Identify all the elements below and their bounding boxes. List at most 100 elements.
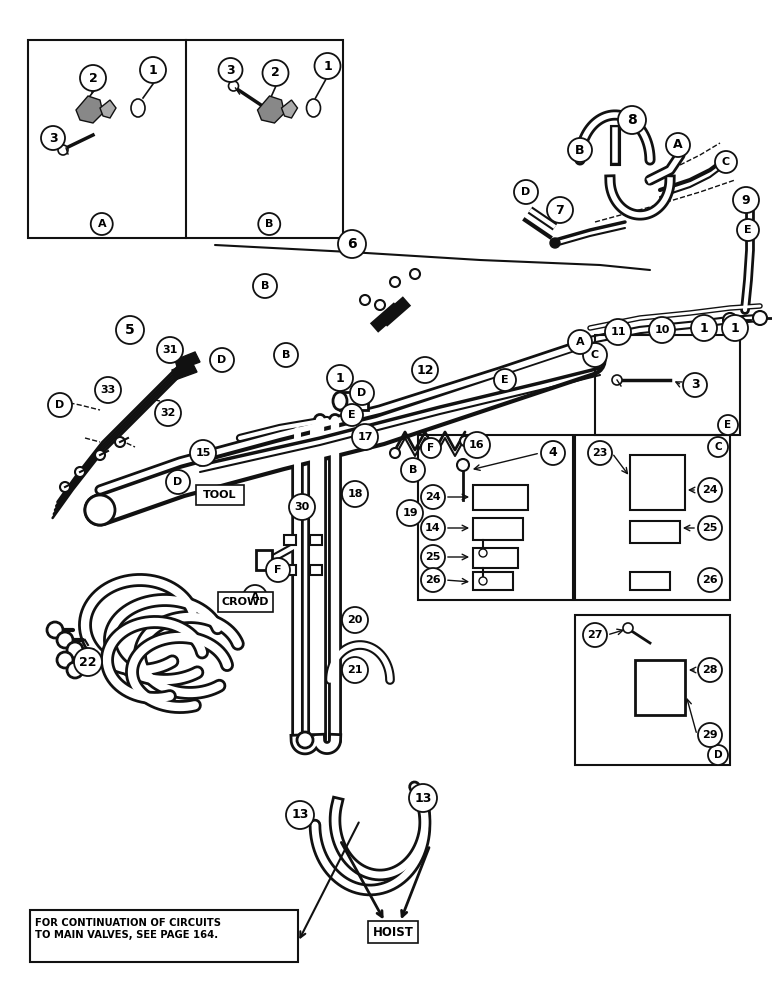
Bar <box>218 592 273 612</box>
Polygon shape <box>172 362 197 380</box>
Circle shape <box>550 238 560 248</box>
Text: 21: 21 <box>347 665 363 675</box>
Circle shape <box>612 375 622 385</box>
Circle shape <box>95 450 105 460</box>
Circle shape <box>262 60 289 86</box>
Circle shape <box>190 440 216 466</box>
Circle shape <box>460 436 470 446</box>
Text: 9: 9 <box>742 194 750 207</box>
Circle shape <box>733 187 759 213</box>
Text: 4: 4 <box>549 446 557 460</box>
Circle shape <box>605 319 631 345</box>
Text: 10: 10 <box>655 325 669 335</box>
Circle shape <box>583 623 607 647</box>
Circle shape <box>397 500 423 526</box>
Circle shape <box>464 432 490 458</box>
Text: 15: 15 <box>195 448 211 458</box>
Circle shape <box>274 343 298 367</box>
Text: A: A <box>251 592 259 602</box>
Circle shape <box>57 632 73 648</box>
Text: 3: 3 <box>226 64 235 77</box>
Text: 14: 14 <box>425 523 441 533</box>
Polygon shape <box>100 100 116 118</box>
Text: 12: 12 <box>416 363 434 376</box>
Text: 1: 1 <box>149 64 157 77</box>
Circle shape <box>649 317 675 343</box>
Text: 24: 24 <box>425 492 441 502</box>
Text: 5: 5 <box>125 323 135 337</box>
Text: 13: 13 <box>415 792 432 804</box>
Bar <box>630 572 670 590</box>
Text: CROWD: CROWD <box>222 597 269 607</box>
Text: 3: 3 <box>49 131 57 144</box>
Circle shape <box>375 300 385 310</box>
Bar <box>635 660 685 715</box>
Text: 7: 7 <box>556 204 564 217</box>
Circle shape <box>95 377 121 403</box>
Circle shape <box>618 106 646 134</box>
Circle shape <box>479 577 487 585</box>
Circle shape <box>723 313 737 327</box>
Circle shape <box>266 558 290 582</box>
Circle shape <box>75 467 85 477</box>
Bar <box>473 548 518 568</box>
Bar <box>196 485 244 505</box>
Text: D: D <box>713 750 723 760</box>
Text: C: C <box>714 442 722 452</box>
Polygon shape <box>76 96 103 123</box>
Circle shape <box>116 316 144 344</box>
Text: 26: 26 <box>425 575 441 585</box>
Circle shape <box>342 481 368 507</box>
Text: 29: 29 <box>703 730 718 740</box>
Circle shape <box>588 441 612 465</box>
Circle shape <box>67 642 83 658</box>
Polygon shape <box>258 96 285 123</box>
Text: 1: 1 <box>323 60 332 73</box>
Bar <box>473 518 523 540</box>
Text: E: E <box>744 225 752 235</box>
Text: 27: 27 <box>587 630 603 640</box>
Text: 18: 18 <box>347 489 363 499</box>
Circle shape <box>514 180 538 204</box>
Text: 1: 1 <box>730 322 740 334</box>
Text: 24: 24 <box>703 485 718 495</box>
Text: 2: 2 <box>271 66 280 80</box>
Circle shape <box>41 126 65 150</box>
Text: C: C <box>722 157 730 167</box>
Circle shape <box>327 365 353 391</box>
Text: 30: 30 <box>294 502 310 512</box>
Text: 8: 8 <box>627 113 637 127</box>
Circle shape <box>421 568 445 592</box>
Circle shape <box>708 745 728 765</box>
Circle shape <box>350 381 374 405</box>
Text: 32: 32 <box>161 408 176 418</box>
Circle shape <box>698 723 722 747</box>
Text: 6: 6 <box>347 237 357 251</box>
Circle shape <box>286 801 314 829</box>
Circle shape <box>259 213 280 235</box>
Circle shape <box>698 568 722 592</box>
Bar <box>368 921 418 943</box>
Circle shape <box>421 545 445 569</box>
Circle shape <box>421 485 445 509</box>
Bar <box>575 435 730 600</box>
Circle shape <box>421 516 445 540</box>
Circle shape <box>568 330 592 354</box>
Circle shape <box>157 337 183 363</box>
Circle shape <box>390 448 400 458</box>
Bar <box>256 550 272 570</box>
Circle shape <box>85 495 115 525</box>
Text: 33: 33 <box>100 385 116 395</box>
Circle shape <box>457 459 469 471</box>
Circle shape <box>229 81 239 91</box>
Circle shape <box>57 652 73 668</box>
Text: 28: 28 <box>703 665 718 675</box>
Circle shape <box>494 369 516 391</box>
Text: 23: 23 <box>592 448 608 458</box>
Circle shape <box>698 658 722 682</box>
Text: C: C <box>591 350 599 360</box>
Circle shape <box>698 516 722 540</box>
Circle shape <box>412 357 438 383</box>
Circle shape <box>479 549 487 557</box>
Circle shape <box>218 58 242 82</box>
